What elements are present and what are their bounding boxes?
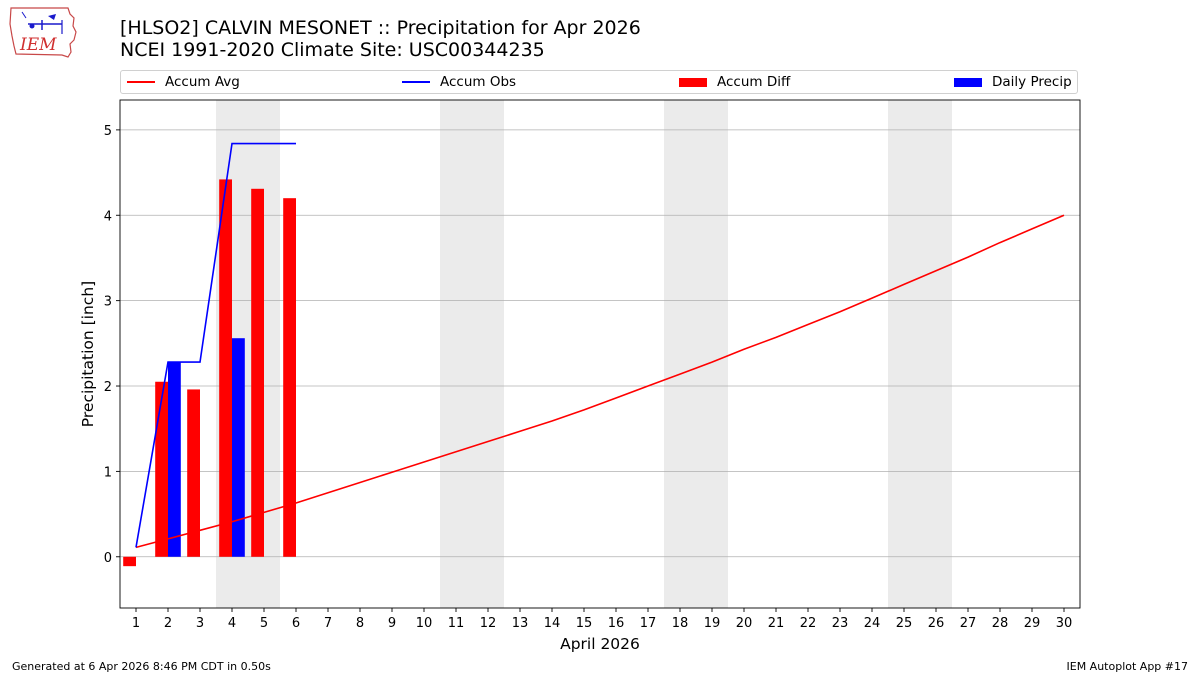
logo-text: IEM: [19, 35, 57, 55]
legend-swatch-daily-precip: [954, 77, 982, 87]
x-tick-label-18: 18: [672, 616, 689, 631]
weekend-shade-4: [888, 100, 952, 608]
x-tick-label-22: 22: [800, 616, 817, 631]
x-tick-label-17: 17: [640, 616, 657, 631]
bar-accum-diff-day-1: [123, 556, 136, 567]
x-tick-label-19: 19: [704, 616, 721, 631]
plot-frame: [119, 99, 1081, 609]
x-tick-label-11: 11: [448, 616, 465, 631]
y-tick-label-0: 0: [104, 551, 112, 566]
legend-item-daily-precip: Daily Precip: [954, 74, 1072, 90]
x-tick-label-13: 13: [512, 616, 529, 631]
x-tick-label-27: 27: [960, 616, 977, 631]
chart-subtitle: NCEI 1991-2020 Climate Site: USC00344235: [120, 39, 545, 61]
y-axis-label: Precipitation [inch]: [79, 281, 97, 427]
iem-iowa-logo-icon: IEM: [9, 7, 77, 58]
legend-label-accum-avg: Accum Avg: [165, 74, 240, 90]
x-tick-label-12: 12: [480, 616, 497, 631]
x-tick-label-21: 21: [768, 616, 785, 631]
x-tick-label-7: 7: [324, 616, 332, 631]
line-accum-obs: [135, 142, 296, 548]
x-tick-label-8: 8: [356, 616, 364, 631]
bar-accum-diff-day-6: [283, 198, 296, 557]
bar-accum-diff-day-3: [187, 389, 200, 557]
x-tick-label-14: 14: [544, 616, 561, 631]
legend-label-accum-diff: Accum Diff: [717, 74, 791, 90]
legend-label-accum-obs: Accum Obs: [440, 74, 517, 90]
bar-accum-diff-day-2: [155, 381, 168, 557]
x-tick-label-24: 24: [864, 616, 881, 631]
x-tick-label-10: 10: [416, 616, 433, 631]
x-tick-label-15: 15: [576, 616, 593, 631]
x-tick-label-20: 20: [736, 616, 753, 631]
x-tick-label-26: 26: [928, 616, 945, 631]
x-axis-label: April 2026: [560, 635, 640, 653]
x-tick-label-23: 23: [832, 616, 849, 631]
x-tick-label-2: 2: [164, 616, 172, 631]
x-tick-label-29: 29: [1024, 616, 1041, 631]
bar-accum-diff-day-5: [251, 188, 264, 557]
chart-title: [HLSO2] CALVIN MESONET :: Precipitation …: [120, 17, 641, 39]
line-accum-avg: [135, 214, 1065, 549]
x-tick-label-25: 25: [896, 616, 913, 631]
legend-item-accum-avg: Accum Avg: [127, 74, 240, 90]
bar-daily-precip-day-4: [232, 338, 245, 557]
x-tick-label-16: 16: [608, 616, 625, 631]
x-tick-label-30: 30: [1056, 616, 1073, 631]
x-tick-label-6: 6: [292, 616, 300, 631]
y-tick-label-4: 4: [104, 209, 112, 224]
bar-daily-precip-day-2: [168, 362, 181, 557]
x-tick-label-1: 1: [132, 616, 140, 631]
legend-swatch-accum-avg: [127, 81, 155, 83]
chart-legend: Accum Avg Accum Obs Accum Diff Daily Pre…: [120, 70, 1078, 94]
footer-generated-text: Generated at 6 Apr 2026 8:46 PM CDT in 0…: [12, 660, 271, 673]
x-tick-label-5: 5: [260, 616, 268, 631]
legend-item-accum-obs: Accum Obs: [402, 74, 516, 90]
y-tick-label-2: 2: [104, 380, 112, 395]
legend-item-accum-diff: Accum Diff: [679, 74, 790, 90]
iem-logo: IEM: [8, 6, 82, 60]
legend-swatch-accum-diff: [679, 77, 707, 87]
legend-swatch-accum-obs: [402, 81, 430, 83]
y-tick-label-5: 5: [104, 124, 112, 139]
bar-accum-diff-day-4: [219, 179, 232, 557]
y-tick-label-1: 1: [104, 465, 112, 480]
legend-label-daily-precip: Daily Precip: [992, 74, 1072, 90]
weekend-shade-3: [664, 100, 728, 608]
footer-app-text: IEM Autoplot App #17: [1066, 660, 1189, 673]
x-tick-label-4: 4: [228, 616, 236, 631]
x-tick-label-3: 3: [196, 616, 204, 631]
x-tick-label-9: 9: [388, 616, 396, 631]
x-tick-label-28: 28: [992, 616, 1009, 631]
weekend-shade-2: [440, 100, 504, 608]
y-tick-label-3: 3: [104, 295, 112, 310]
